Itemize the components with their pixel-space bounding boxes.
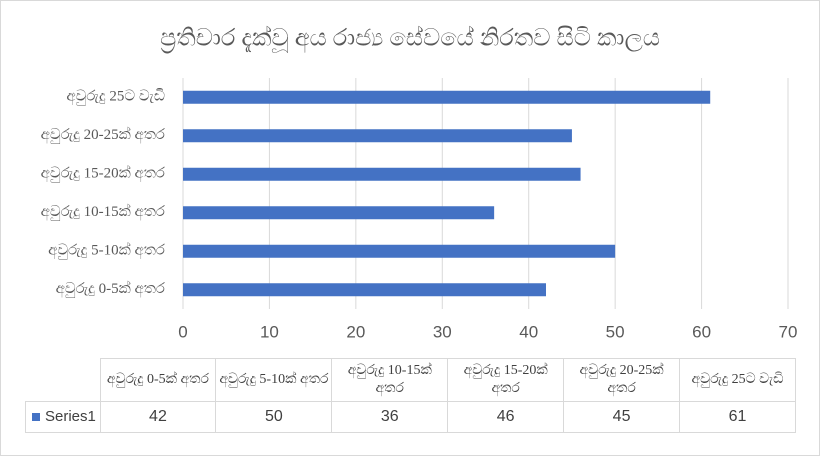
bar <box>183 283 546 297</box>
bar <box>183 206 495 220</box>
bar <box>183 129 572 143</box>
table-header-cell: අවුරුදු 10-15ක් අතර <box>331 358 449 402</box>
table-corner <box>25 358 101 402</box>
table-header-row: අවුරුදු 0-5ක් අතර අවුරුදු 5-10ක් අතර අවුරු… <box>25 358 796 402</box>
legend-swatch <box>32 413 40 421</box>
table-value-cell: 46 <box>447 401 565 433</box>
y-tick-label: අවුරුදු 10-15ක් අතර <box>41 202 165 221</box>
y-tick-label: අවුරුදු 5-10ක් අතර <box>48 241 165 260</box>
x-tick-label: 60 <box>692 322 711 341</box>
table-legend-cell: Series1 <box>25 401 101 433</box>
bar <box>183 167 581 181</box>
table-value-cell: 45 <box>563 401 681 433</box>
x-tick-label: 70 <box>779 322 798 341</box>
table-header-cell: අවුරුදු 20-25ක් අතර <box>563 358 681 402</box>
table-value-cell: 42 <box>99 401 217 433</box>
chart-title: ප්‍රතිචාර දැක්වූ අය රාජ්‍ය සේවයේ නිරතව ස… <box>160 24 660 53</box>
table-header-cell: අවුරුදු 5-10ක් අතර <box>215 358 333 402</box>
y-tick-label: අවුරුදු 0-5ක් අතර <box>56 279 165 298</box>
table-header-cell: අවුරුදු 0-5ක් අතර <box>99 358 217 402</box>
x-tick-label: 30 <box>433 322 452 341</box>
x-tick-label: 20 <box>346 322 365 341</box>
table-value-row: Series1 42 50 36 46 45 61 <box>25 401 796 433</box>
legend-label: Series1 <box>45 408 96 425</box>
x-tick-label: 50 <box>606 322 625 341</box>
x-tick-label: 40 <box>519 322 538 341</box>
table-header-cell: අවුරුදු 25ට වැඩි <box>679 358 796 402</box>
bar <box>183 90 711 104</box>
y-tick-label: අවුරුදු 15-20ක් අතර <box>41 164 165 183</box>
y-tick-label: අවුරුදු 20-25ක් අතර <box>41 125 165 144</box>
y-tick-label: අවුරුදු 25ට වැඩි <box>66 89 165 106</box>
table-value-cell: 50 <box>215 401 333 433</box>
table-header-cell: අවුරුදු 15-20ක් අතර <box>447 358 565 402</box>
bar <box>183 244 616 258</box>
x-tick-label: 0 <box>178 322 187 341</box>
table-value-cell: 61 <box>679 401 796 433</box>
x-tick-label: 10 <box>260 322 279 341</box>
table-value-cell: 36 <box>331 401 449 433</box>
data-table: අවුරුදු 0-5ක් අතර අවුරුදු 5-10ක් අතර අවුරු… <box>25 358 796 433</box>
